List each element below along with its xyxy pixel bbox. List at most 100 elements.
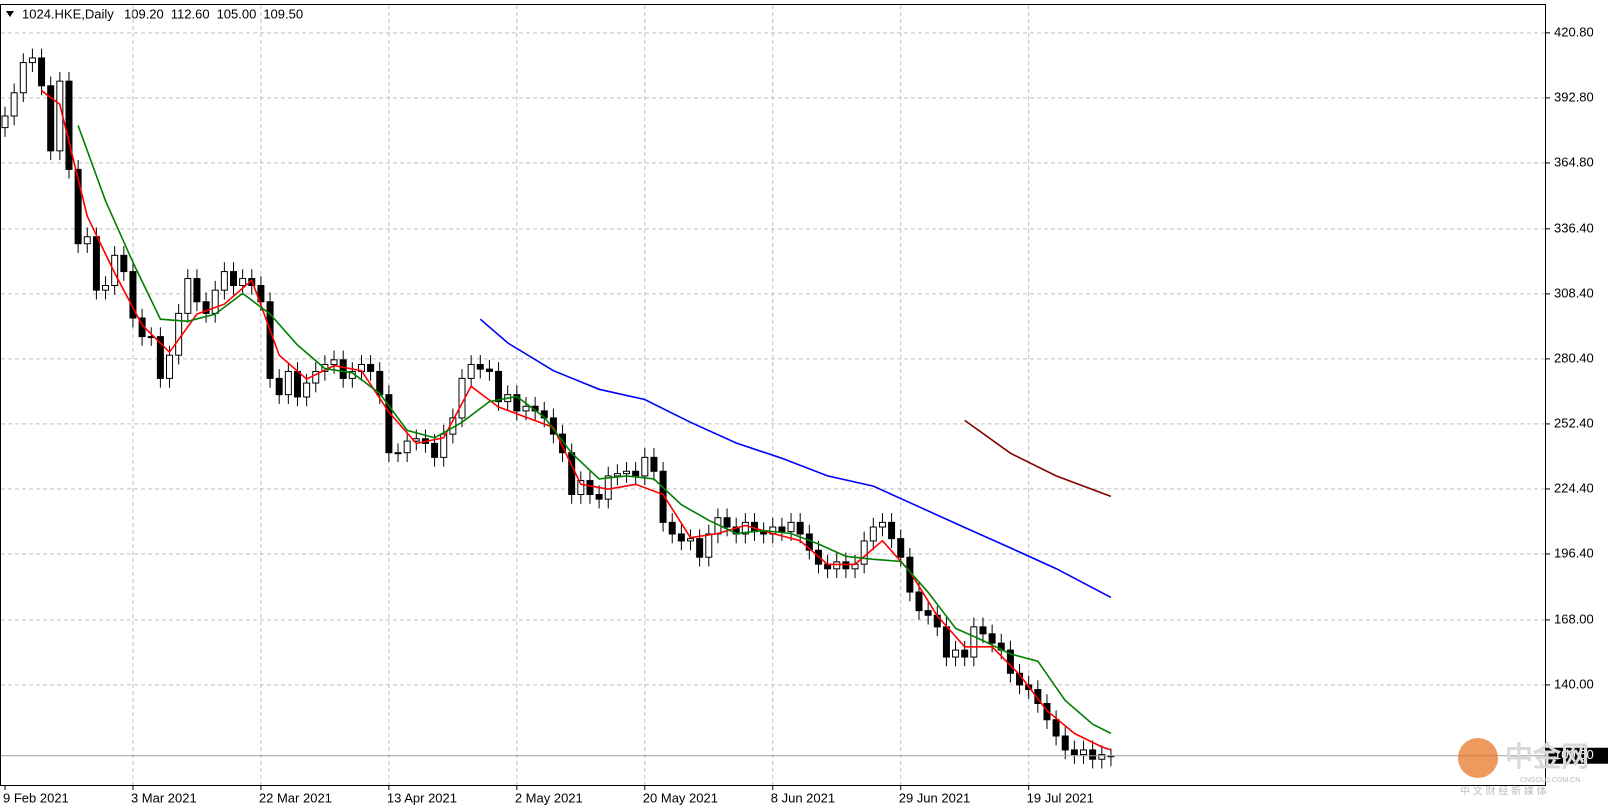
candle-body	[312, 370, 320, 384]
last-price-box	[1546, 747, 1608, 764]
candle-body	[869, 526, 877, 542]
candle-body	[860, 540, 868, 565]
x-tick-label: 19 Jul 2021	[1027, 790, 1094, 805]
watermark-site: CNGOLD.COM.CN	[1520, 777, 1580, 784]
candle-body	[796, 521, 804, 535]
candle-body	[202, 301, 210, 314]
header-value: 112.60	[171, 6, 210, 21]
candle-body	[878, 521, 886, 528]
candle-body	[1089, 749, 1097, 760]
candle-body	[1, 115, 9, 129]
header-value: 109.50	[263, 6, 303, 21]
moving-average	[479, 318, 1112, 599]
candle-body	[38, 57, 46, 87]
candle-body	[760, 531, 768, 535]
candle-body	[1070, 749, 1078, 756]
candle-body	[339, 359, 347, 379]
candle-body	[577, 480, 585, 496]
candle-body	[431, 442, 439, 458]
x-tick-label: 3 Mar 2021	[131, 790, 197, 805]
candle-body	[257, 285, 265, 303]
candle-body	[778, 526, 786, 533]
candle-body	[668, 521, 676, 535]
candle-body	[696, 538, 704, 558]
candle-body	[741, 521, 749, 535]
candle-body	[92, 236, 100, 291]
candle-body	[659, 470, 667, 523]
candle-body	[988, 633, 996, 644]
y-tick-label: 168.00	[1554, 611, 1594, 626]
candle-body	[924, 610, 932, 616]
y-tick-label: 280.40	[1554, 350, 1594, 365]
y-tick-label: 364.80	[1554, 154, 1594, 169]
x-tick-label: 8 Jun 2021	[771, 790, 835, 805]
y-tick-label: 336.40	[1554, 220, 1594, 235]
candle-body	[367, 363, 375, 372]
candle-body	[568, 452, 576, 496]
candle-body	[394, 452, 402, 455]
header-value: 105.00	[217, 6, 257, 21]
candle-body	[1034, 689, 1042, 704]
y-tick-label: 224.40	[1554, 480, 1594, 495]
x-tick-label: 29 Jun 2021	[899, 790, 971, 805]
candle-body	[111, 254, 119, 287]
candle-body	[1098, 754, 1106, 760]
candle-body	[495, 370, 503, 403]
candle-body	[942, 626, 950, 658]
candle-body	[613, 473, 621, 477]
candle-body	[632, 470, 640, 477]
candle-body	[915, 591, 923, 612]
candle-body	[440, 433, 448, 458]
candle-body	[641, 456, 649, 477]
candle-body	[211, 289, 219, 314]
y-tick-label: 308.40	[1554, 285, 1594, 300]
candle-body	[687, 538, 694, 542]
candle-body	[842, 561, 850, 570]
candle-body	[485, 368, 493, 372]
x-tick-label: 20 May 2021	[643, 790, 718, 805]
candle-body	[330, 359, 338, 365]
candle-body	[10, 92, 18, 117]
candle-body	[220, 271, 228, 291]
y-tick-label: 196.40	[1554, 545, 1594, 560]
candle-body	[677, 533, 685, 542]
candle-body	[230, 271, 237, 287]
candle-body	[184, 278, 192, 314]
moving-average	[41, 90, 1112, 751]
candle-body	[586, 480, 594, 496]
candle-body	[129, 271, 137, 319]
candle-body	[156, 336, 164, 379]
candle-body	[1061, 735, 1069, 751]
candle-body	[522, 405, 530, 412]
x-tick-label: 9 Feb 2021	[3, 790, 69, 805]
candle-body	[65, 80, 73, 170]
candle-body	[513, 394, 521, 412]
candle-body	[239, 278, 247, 287]
candle-body	[787, 521, 795, 533]
moving-average	[77, 125, 1112, 735]
candle-body	[979, 626, 987, 635]
candle-body	[293, 370, 301, 398]
candle-body	[650, 456, 658, 472]
x-tick-label: 22 Mar 2021	[259, 790, 332, 805]
candle-body	[193, 278, 201, 303]
candle-body	[303, 382, 311, 398]
y-tick-label: 252.40	[1554, 415, 1594, 430]
y-tick-label: 420.80	[1554, 24, 1594, 39]
candle-body	[476, 363, 484, 370]
candle-body	[1052, 719, 1060, 737]
candle-body	[120, 254, 128, 273]
candle-body	[952, 649, 960, 658]
candle-body	[604, 475, 612, 500]
candle-body	[623, 470, 631, 475]
candle-body	[833, 561, 841, 570]
candle-body	[284, 370, 292, 396]
candle-body	[1080, 749, 1088, 756]
x-tick-label: 13 Apr 2021	[387, 790, 457, 805]
header-value: 109.20	[124, 6, 164, 21]
x-tick-label: 2 May 2021	[515, 790, 583, 805]
menu-arrow	[6, 11, 14, 17]
candle-body	[102, 285, 110, 291]
